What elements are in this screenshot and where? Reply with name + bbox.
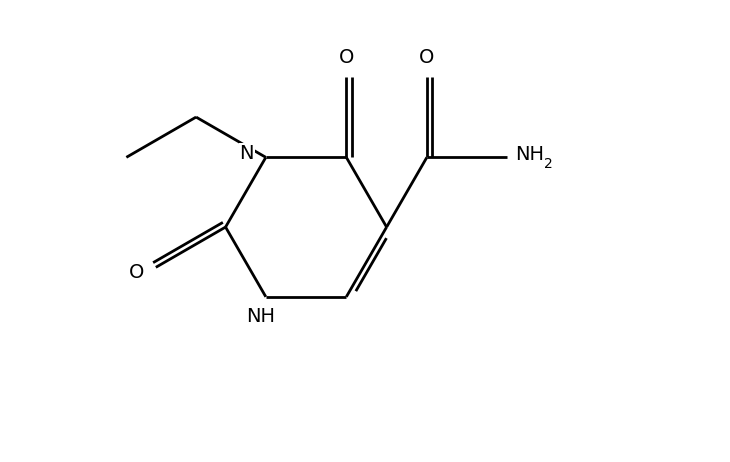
Text: O: O <box>339 48 354 67</box>
Text: N: N <box>239 144 254 163</box>
Text: 2: 2 <box>544 157 553 171</box>
Text: O: O <box>419 48 434 67</box>
Text: O: O <box>128 263 144 282</box>
Text: NH: NH <box>515 145 545 164</box>
Text: NH: NH <box>247 307 275 326</box>
